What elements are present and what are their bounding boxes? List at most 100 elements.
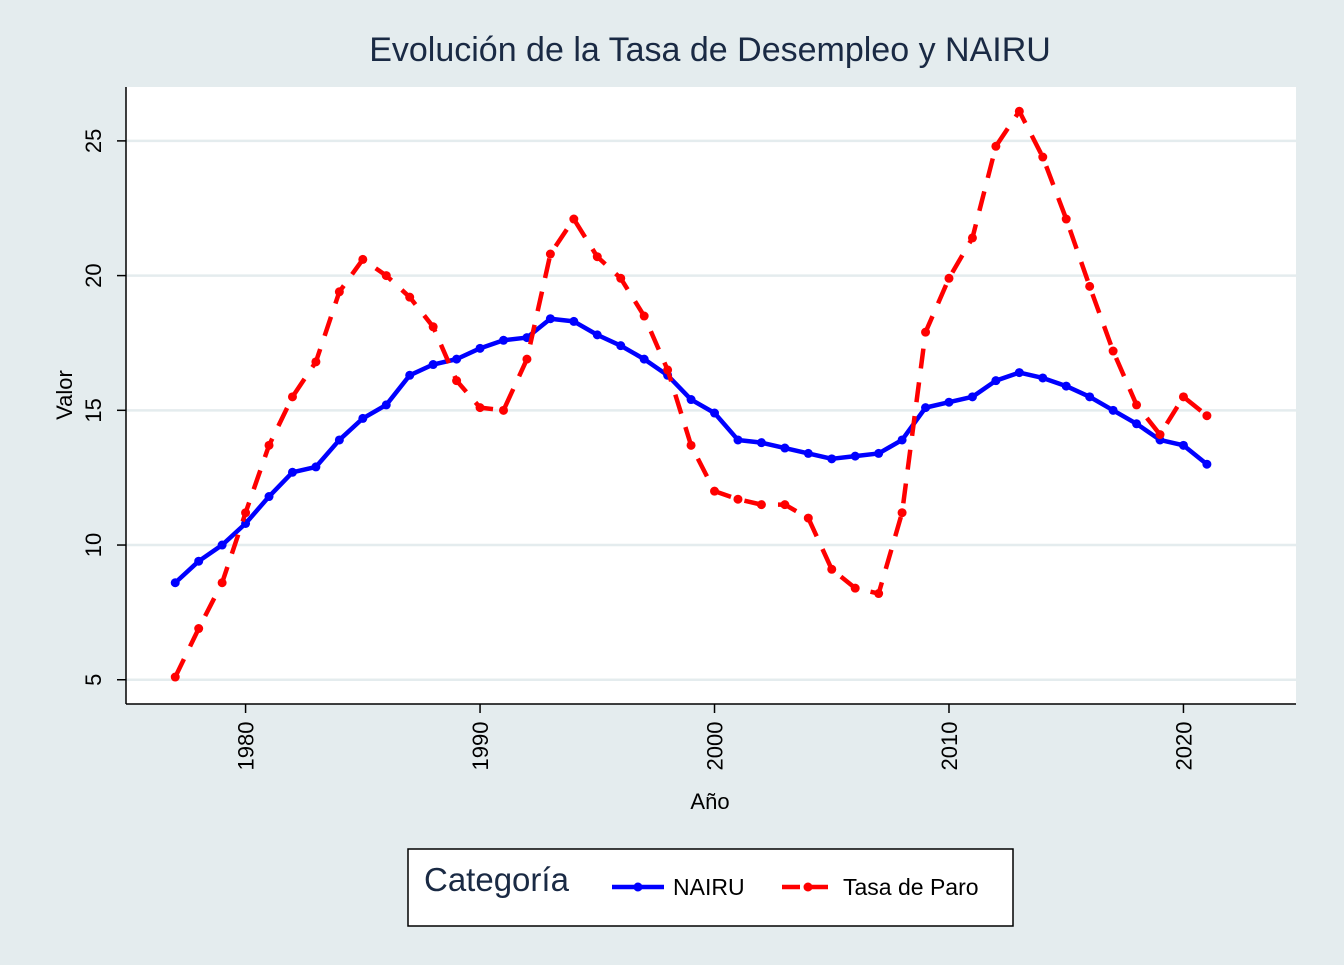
legend-marker-tasa-de-paro	[803, 882, 813, 892]
data-point-tasa-de-paro	[733, 494, 743, 504]
data-point-nairu	[1014, 368, 1024, 378]
data-point-nairu	[897, 435, 907, 445]
data-point-tasa-de-paro	[287, 392, 297, 402]
data-point-tasa-de-paro	[944, 273, 954, 283]
data-point-nairu	[1085, 392, 1095, 402]
legend-label-tasa-de-paro: Tasa de Paro	[843, 874, 979, 900]
x-tick-label: 1980	[234, 722, 259, 771]
legend-box	[407, 848, 1014, 927]
data-point-tasa-de-paro	[897, 508, 907, 518]
data-point-tasa-de-paro	[381, 271, 391, 281]
data-point-nairu	[991, 376, 1001, 386]
data-point-nairu	[1108, 405, 1118, 415]
data-point-tasa-de-paro	[756, 500, 766, 510]
data-point-nairu	[358, 413, 368, 423]
data-point-tasa-de-paro	[1085, 281, 1095, 291]
y-tick-label: 20	[81, 263, 106, 287]
data-point-nairu	[616, 341, 626, 351]
data-point-nairu	[733, 435, 743, 445]
y-tick-label: 5	[81, 674, 106, 686]
data-point-nairu	[217, 540, 227, 550]
data-point-nairu	[428, 360, 438, 370]
data-point-tasa-de-paro	[475, 403, 485, 413]
chart-title: Evolución de la Tasa de Desempleo y NAIR…	[369, 31, 1051, 69]
data-point-tasa-de-paro	[545, 249, 555, 259]
data-point-nairu	[827, 454, 837, 464]
data-point-nairu	[405, 370, 415, 380]
y-tick-label: 10	[81, 533, 106, 557]
data-point-nairu	[194, 556, 204, 566]
data-point-nairu	[1038, 373, 1048, 383]
x-tick-label: 2010	[937, 722, 962, 771]
data-point-nairu	[780, 443, 790, 453]
data-point-tasa-de-paro	[405, 292, 415, 302]
x-tick-label: 1990	[468, 722, 493, 771]
data-point-tasa-de-paro	[991, 141, 1001, 151]
data-point-nairu	[967, 392, 977, 402]
data-point-tasa-de-paro	[710, 486, 720, 496]
data-point-tasa-de-paro	[663, 365, 673, 375]
legend-marker-nairu	[633, 882, 643, 892]
data-point-nairu	[592, 330, 602, 340]
data-point-tasa-de-paro	[874, 589, 884, 599]
data-point-nairu	[686, 395, 696, 405]
data-point-nairu	[334, 435, 344, 445]
data-point-tasa-de-paro	[1014, 106, 1024, 116]
data-point-tasa-de-paro	[1108, 346, 1118, 356]
data-point-tasa-de-paro	[1202, 411, 1212, 421]
data-point-tasa-de-paro	[241, 508, 251, 518]
data-point-tasa-de-paro	[428, 322, 438, 332]
data-point-nairu	[170, 578, 180, 588]
data-point-tasa-de-paro	[1155, 430, 1165, 440]
data-point-tasa-de-paro	[803, 513, 813, 523]
data-point-tasa-de-paro	[1061, 214, 1071, 224]
data-point-tasa-de-paro	[1178, 392, 1188, 402]
data-point-tasa-de-paro	[311, 357, 321, 367]
data-point-tasa-de-paro	[334, 287, 344, 297]
data-point-nairu	[1202, 459, 1212, 469]
data-point-nairu	[1178, 440, 1188, 450]
data-point-nairu	[1132, 419, 1142, 429]
data-point-nairu	[545, 314, 555, 324]
data-point-tasa-de-paro	[498, 405, 508, 415]
data-point-tasa-de-paro	[170, 672, 180, 682]
data-point-nairu	[475, 343, 485, 353]
data-point-tasa-de-paro	[639, 311, 649, 321]
legend-title: Categoría	[424, 861, 570, 898]
data-point-tasa-de-paro	[522, 354, 532, 364]
data-point-nairu	[287, 467, 297, 477]
data-point-nairu	[311, 462, 321, 472]
data-point-tasa-de-paro	[1038, 152, 1048, 162]
data-point-tasa-de-paro	[780, 500, 790, 510]
data-point-nairu	[921, 403, 931, 413]
x-axis-label: Año	[690, 789, 729, 814]
data-point-nairu	[850, 451, 860, 461]
data-point-tasa-de-paro	[921, 327, 931, 337]
y-axis-label: Valor	[52, 370, 77, 420]
data-point-nairu	[874, 448, 884, 458]
x-tick-label: 2020	[1171, 722, 1196, 771]
data-point-tasa-de-paro	[827, 564, 837, 574]
data-point-tasa-de-paro	[592, 252, 602, 262]
data-point-tasa-de-paro	[194, 624, 204, 634]
data-point-nairu	[710, 408, 720, 418]
data-point-nairu	[569, 316, 579, 326]
data-point-tasa-de-paro	[616, 273, 626, 283]
data-point-tasa-de-paro	[967, 233, 977, 243]
data-point-tasa-de-paro	[452, 376, 462, 386]
data-point-nairu	[452, 354, 462, 364]
data-point-tasa-de-paro	[1132, 400, 1142, 410]
data-point-tasa-de-paro	[264, 440, 274, 450]
data-point-nairu	[264, 492, 274, 502]
data-point-nairu	[639, 354, 649, 364]
plot-area	[126, 87, 1296, 704]
legend-label-nairu: NAIRU	[673, 874, 745, 900]
data-point-tasa-de-paro	[850, 583, 860, 593]
x-tick-label: 2000	[703, 722, 728, 771]
data-point-nairu	[498, 335, 508, 345]
data-point-nairu	[756, 438, 766, 448]
y-tick-label: 25	[81, 129, 106, 153]
data-point-nairu	[381, 400, 391, 410]
